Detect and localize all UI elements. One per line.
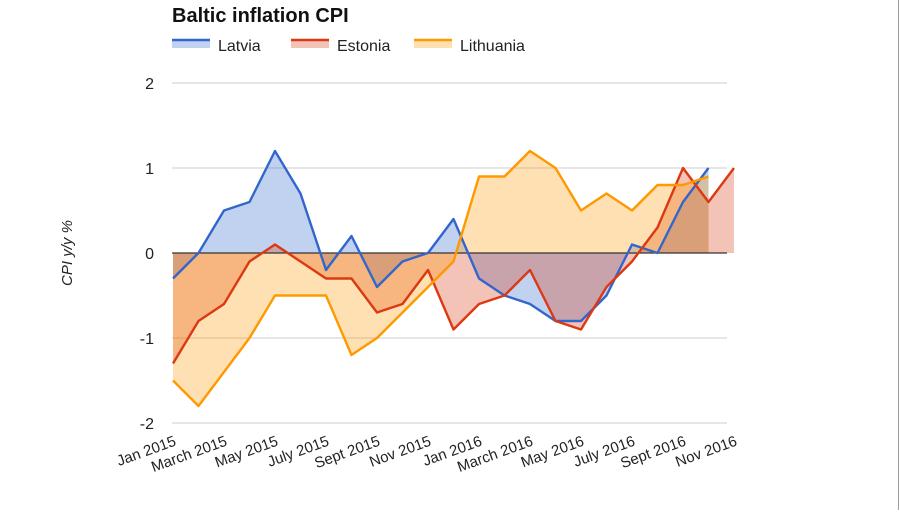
y-axis-ticks: 2 1 0 -1 -2 [140,76,154,433]
legend-swatch [172,40,210,48]
y-tick-label: -1 [140,331,154,348]
legend-swatch [414,40,452,48]
line-latvia [172,149,710,323]
series-lines [171,149,735,408]
line-estonia [171,166,735,365]
legend-item-lithuania[interactable]: Lithuania [414,38,525,55]
chart-title: Baltic inflation CPI [172,5,349,27]
legend-label: Lithuania [460,38,525,55]
y-tick-label: -2 [140,416,154,433]
area-estonia [173,168,734,364]
y-tick-label: 1 [145,161,154,178]
legend-label: Latvia [218,38,261,55]
gridlines [172,82,727,424]
y-tick-label: 2 [145,76,154,93]
legend-item-latvia[interactable]: Latvia [172,38,261,55]
legend: Latvia Estonia Lithuania [172,38,525,55]
area-lithuania [173,151,709,406]
legend-swatch [291,40,329,48]
line-lithuania [172,149,709,408]
y-axis-label: CPI y/y % [59,220,76,286]
legend-label: Estonia [337,38,390,55]
legend-item-estonia[interactable]: Estonia [291,38,390,55]
y-tick-label: 0 [145,246,154,263]
